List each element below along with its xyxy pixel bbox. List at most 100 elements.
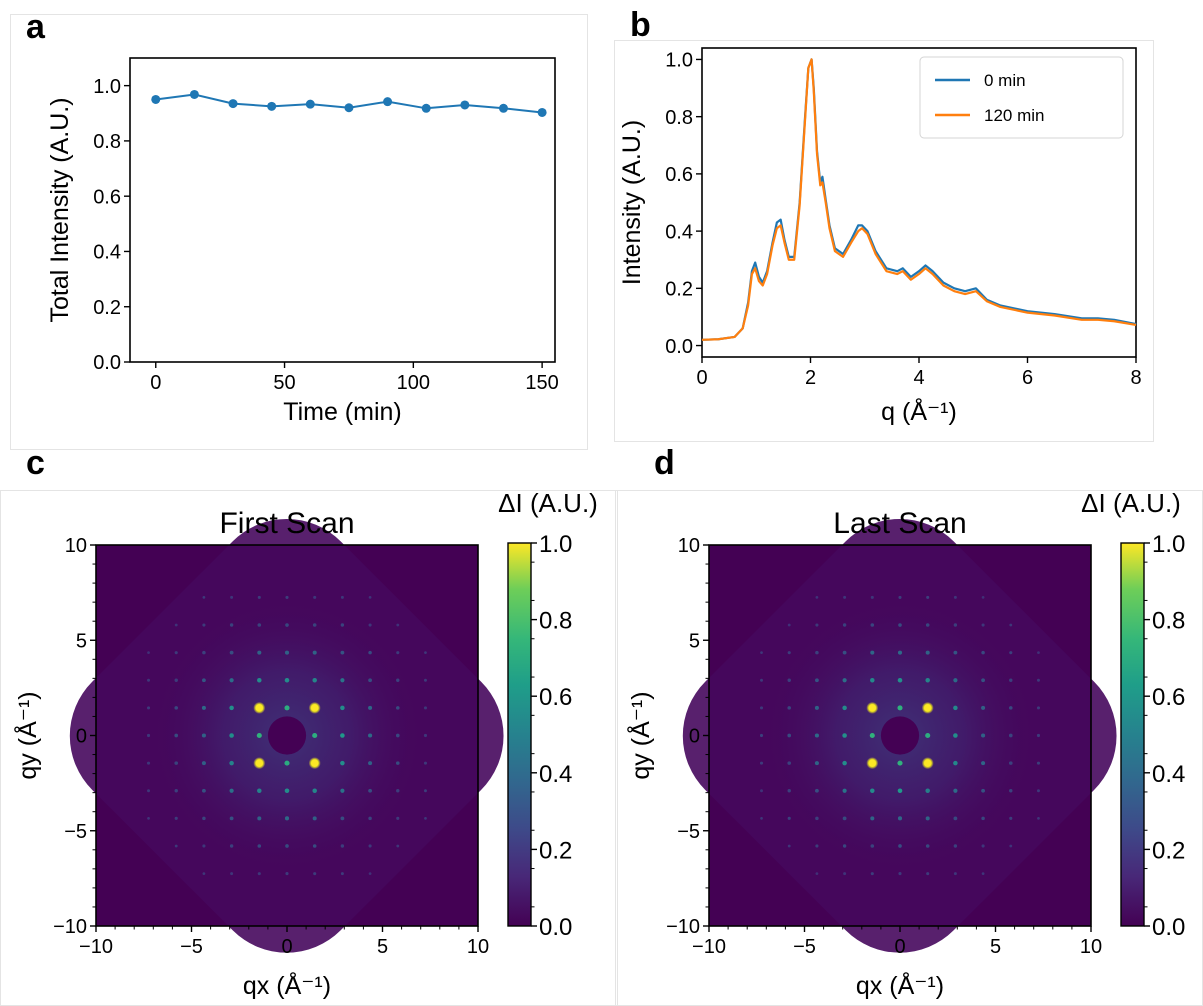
chart-c-lattice-spot <box>396 678 400 682</box>
chart-d-lattice-spot <box>981 788 985 793</box>
chart-d-lattice-spot <box>759 761 764 765</box>
chart-d-lattice-spot <box>981 623 985 627</box>
chart-c-lattice-spot <box>230 595 234 599</box>
chart-d-lattice-spot <box>981 872 985 875</box>
chart-d-lattice-spot <box>814 705 819 710</box>
chart-d-lattice-spot <box>925 650 930 655</box>
chart-c-lattice-spot <box>340 650 345 655</box>
chart-c-colorbar-tick-label: 0.2 <box>539 837 572 864</box>
chart-b-x-tick-label: 0 <box>696 367 707 389</box>
chart-c-lattice-spot <box>368 761 373 766</box>
chart-d-lattice-spot <box>842 844 847 848</box>
chart-d-x-tick-label: 0 <box>894 936 905 958</box>
chart-c-lattice-spot <box>368 705 373 710</box>
chart-b-y-tick-label: 0.0 <box>665 336 693 358</box>
chart-d-lattice-spot <box>814 761 819 766</box>
chart-d-lattice-spot <box>870 623 875 627</box>
chart-b-y-tick-label: 1.0 <box>665 50 693 72</box>
chart-c-lattice-spot <box>202 844 206 848</box>
chart-d-lattice-spot <box>953 650 958 655</box>
chart-d-bright-spot <box>868 704 876 712</box>
chart-c-lattice-spot <box>202 816 206 821</box>
chart-d-colorbar-tick-label: 0.4 <box>1152 761 1185 788</box>
chart-d-lattice-spot <box>815 816 819 821</box>
chart-d-x-axis-label: qx (Å⁻¹) <box>856 970 944 1000</box>
chart-d-lattice-spot <box>1037 817 1040 820</box>
chart-d-lattice-spot <box>1009 816 1013 820</box>
chart-d-y-tick-label: 5 <box>689 630 700 652</box>
chart-a-y-tick-label: 0.8 <box>93 131 121 153</box>
chart-b-legend-label-1: 120 min <box>984 106 1044 125</box>
chart-c-lattice-spot <box>229 760 234 766</box>
chart-c-colorbar-label: ΔI (A.U.) <box>498 488 598 518</box>
chart-c-y-tick-label: 5 <box>76 630 87 652</box>
chart-d-lattice-spot <box>953 760 958 766</box>
chart-d-lattice-spot <box>953 872 957 876</box>
chart-d-lattice-spot <box>1036 706 1041 710</box>
chart-c-lattice-spot <box>340 760 345 766</box>
chart-c-lattice-spot <box>285 623 289 627</box>
chart-c-x-tick-label: 0 <box>281 936 292 958</box>
chart-b-series-1-line <box>701 58 1137 341</box>
chart-d-lattice-spot <box>898 623 902 627</box>
chart-a-y-tick-label: 0.0 <box>93 352 121 374</box>
chart-c: −10 −5 0 5 10 −10 −5 0 5 10 qx (Å⁻¹) qy (Å⁻¹) First … <box>12 488 598 1000</box>
chart-c-lattice-spot <box>340 733 345 738</box>
chart-c-lattice-spot <box>284 705 290 711</box>
chart-d-colorbar-tick-label: 0.8 <box>1152 608 1185 635</box>
chart-b-y-tick-label: 0.4 <box>665 221 693 243</box>
chart-a-data-point <box>151 94 161 104</box>
chart-c-lattice-spot <box>340 816 345 821</box>
chart-c-lattice-spot <box>201 733 206 738</box>
chart-d-lattice-spot <box>759 706 764 710</box>
chart-d-lattice-spot <box>897 677 903 683</box>
chart-c-lattice-spot <box>257 678 262 683</box>
chart-d-colorbar-tick-label: 0.6 <box>1152 684 1185 711</box>
chart-c-colorbar-tick-label: 1.0 <box>539 531 572 558</box>
chart-b-x-axis-label: q (Å⁻¹) <box>881 396 957 426</box>
chart-d-lattice-spot <box>897 788 903 794</box>
chart-d-lattice-spot <box>870 595 874 599</box>
chart-c-x-tick-label: −5 <box>180 936 203 958</box>
chart-d-lattice-spot <box>953 705 958 711</box>
chart-c-lattice-spot <box>340 844 345 848</box>
chart-d-lattice-spot <box>1037 678 1040 682</box>
chart-a-y-tick-label: 0.4 <box>93 242 121 264</box>
chart-d-lattice-spot <box>787 678 791 682</box>
chart-c-lattice-spot <box>174 789 178 793</box>
chart-c-lattice-spot <box>424 678 427 682</box>
chart-c-lattice-spot <box>174 623 178 627</box>
chart-c-lattice-spot <box>340 872 344 876</box>
chart-c-lattice-spot <box>396 789 400 793</box>
chart-c-lattice-spot <box>174 678 178 682</box>
chart-a-data-point <box>267 101 277 111</box>
chart-b-legend-box <box>919 56 1124 139</box>
chart-c-lattice-spot <box>368 678 372 683</box>
chart-d-bright-spot <box>924 704 932 712</box>
chart-c-lattice-spot <box>313 872 317 876</box>
chart-d-lattice-spot <box>787 844 791 848</box>
chart-c-lattice-spot <box>340 788 345 793</box>
panel-label-a: a <box>26 8 45 46</box>
chart-d-colorbar-tick-label: 0.0 <box>1152 914 1185 941</box>
chart-b-y-axis-label: Intensity (A.U.) <box>618 120 646 285</box>
chart-d-lattice-spot <box>898 844 902 848</box>
chart-b: 0 2 4 6 8 0.0 0.2 0.4 0.6 0.8 1.0 q (Å⁻¹) Intensity … <box>618 47 1142 426</box>
chart-c-lattice-spot <box>147 651 150 654</box>
chart-c-lattice-spot <box>396 816 400 820</box>
chart-c-lattice-spot <box>396 844 400 848</box>
chart-d-lattice-spot <box>897 650 903 655</box>
chart-d-lattice-spot <box>1009 844 1013 848</box>
chart-c-lattice-spot <box>284 677 290 683</box>
chart-c-x-tick-label: −10 <box>79 936 113 958</box>
chart-c-y-tick-label: 0 <box>76 726 87 748</box>
chart-c-lattice-spot <box>146 761 151 765</box>
chart-c-x-axis-label: qx (Å⁻¹) <box>243 970 331 1000</box>
chart-a-data-point <box>189 89 199 99</box>
chart-d-colorbar-tick-label: 0.2 <box>1152 837 1185 864</box>
chart-d-lattice-spot <box>1037 789 1040 793</box>
chart-d-lattice-spot <box>870 872 874 876</box>
panel-label-c: c <box>26 444 45 482</box>
chart-a-y-tick-label: 0.2 <box>93 297 121 319</box>
chart-d-x-tick-label: 10 <box>1080 936 1102 958</box>
